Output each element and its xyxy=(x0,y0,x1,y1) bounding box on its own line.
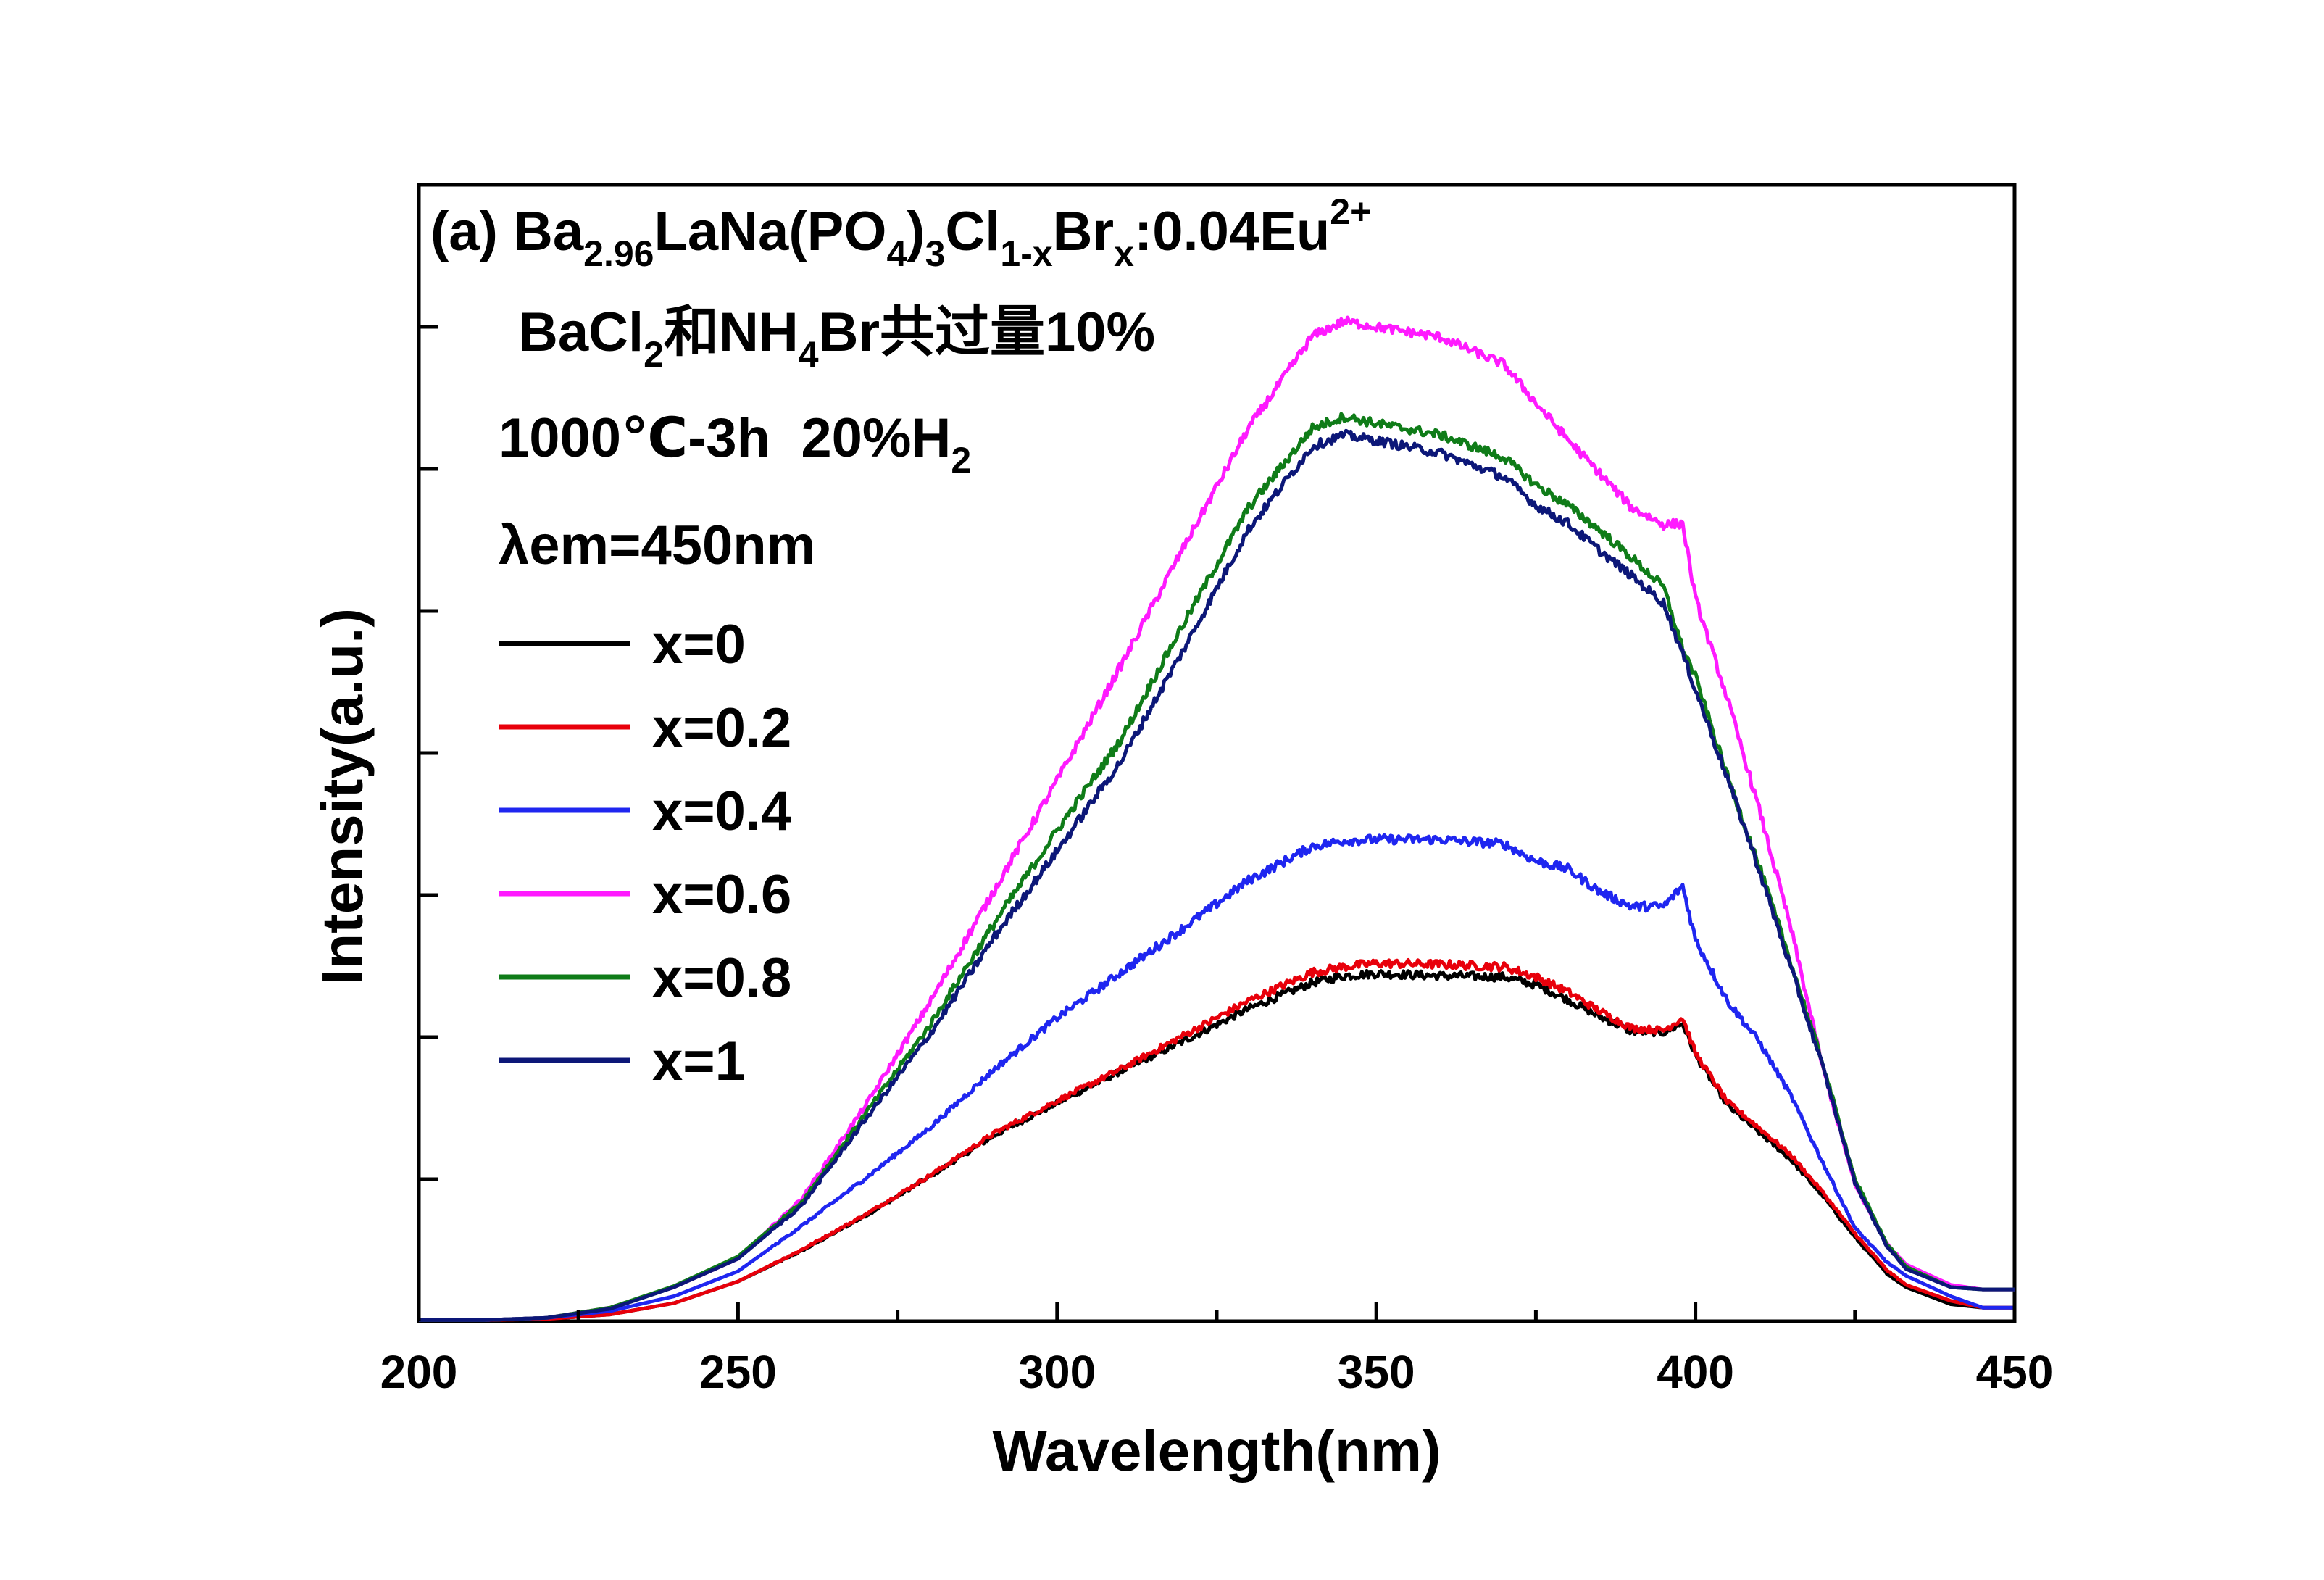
x-tick-label: 300 xyxy=(1018,1346,1096,1398)
legend: x=0 x=0.2 x=0.4 x=0.6 x=0.8 x=1 xyxy=(499,614,791,1092)
x-axis-title: Wavelength(nm) xyxy=(992,1418,1441,1483)
y-axis-title: Intensity(a.u.) xyxy=(310,608,375,985)
series-layer xyxy=(418,315,2015,1322)
annotation-formula: (a) Ba2.96LaNa(PO4)3Cl1-xBrx:0.04Eu2+ xyxy=(430,191,1371,274)
series-line-x-0-4 xyxy=(418,833,2015,1322)
legend-label: x=0.6 xyxy=(652,864,791,926)
annotation-block: (a) Ba2.96LaNa(PO4)3Cl1-xBrx:0.04Eu2+ Ba… xyxy=(430,191,1371,576)
annotation-excess: BaCl2和NH4Br共过量10% xyxy=(518,302,1155,375)
tick-layer: 200 250 300 350 400 450 xyxy=(380,325,2054,1398)
series-line-x-1 xyxy=(418,428,2015,1322)
legend-label: x=1 xyxy=(652,1031,746,1092)
series-line-x-0 xyxy=(418,968,2015,1322)
annotation-emission: λem=450nm xyxy=(499,515,815,576)
legend-label: x=0.2 xyxy=(652,697,791,759)
annotation-condition: 1000℃-3h 20%H2 xyxy=(499,407,971,481)
x-tick-label: 400 xyxy=(1657,1346,1734,1398)
x-tick-label: 350 xyxy=(1338,1346,1415,1398)
legend-label: x=0.8 xyxy=(652,947,791,1009)
x-tick-label: 450 xyxy=(1976,1346,2054,1398)
legend-label: x=0 xyxy=(652,614,746,675)
legend-label: x=0.4 xyxy=(652,781,791,842)
series-line-x-0-2 xyxy=(418,957,2015,1322)
x-tick-label: 200 xyxy=(380,1346,458,1398)
x-tick-label: 250 xyxy=(699,1346,777,1398)
